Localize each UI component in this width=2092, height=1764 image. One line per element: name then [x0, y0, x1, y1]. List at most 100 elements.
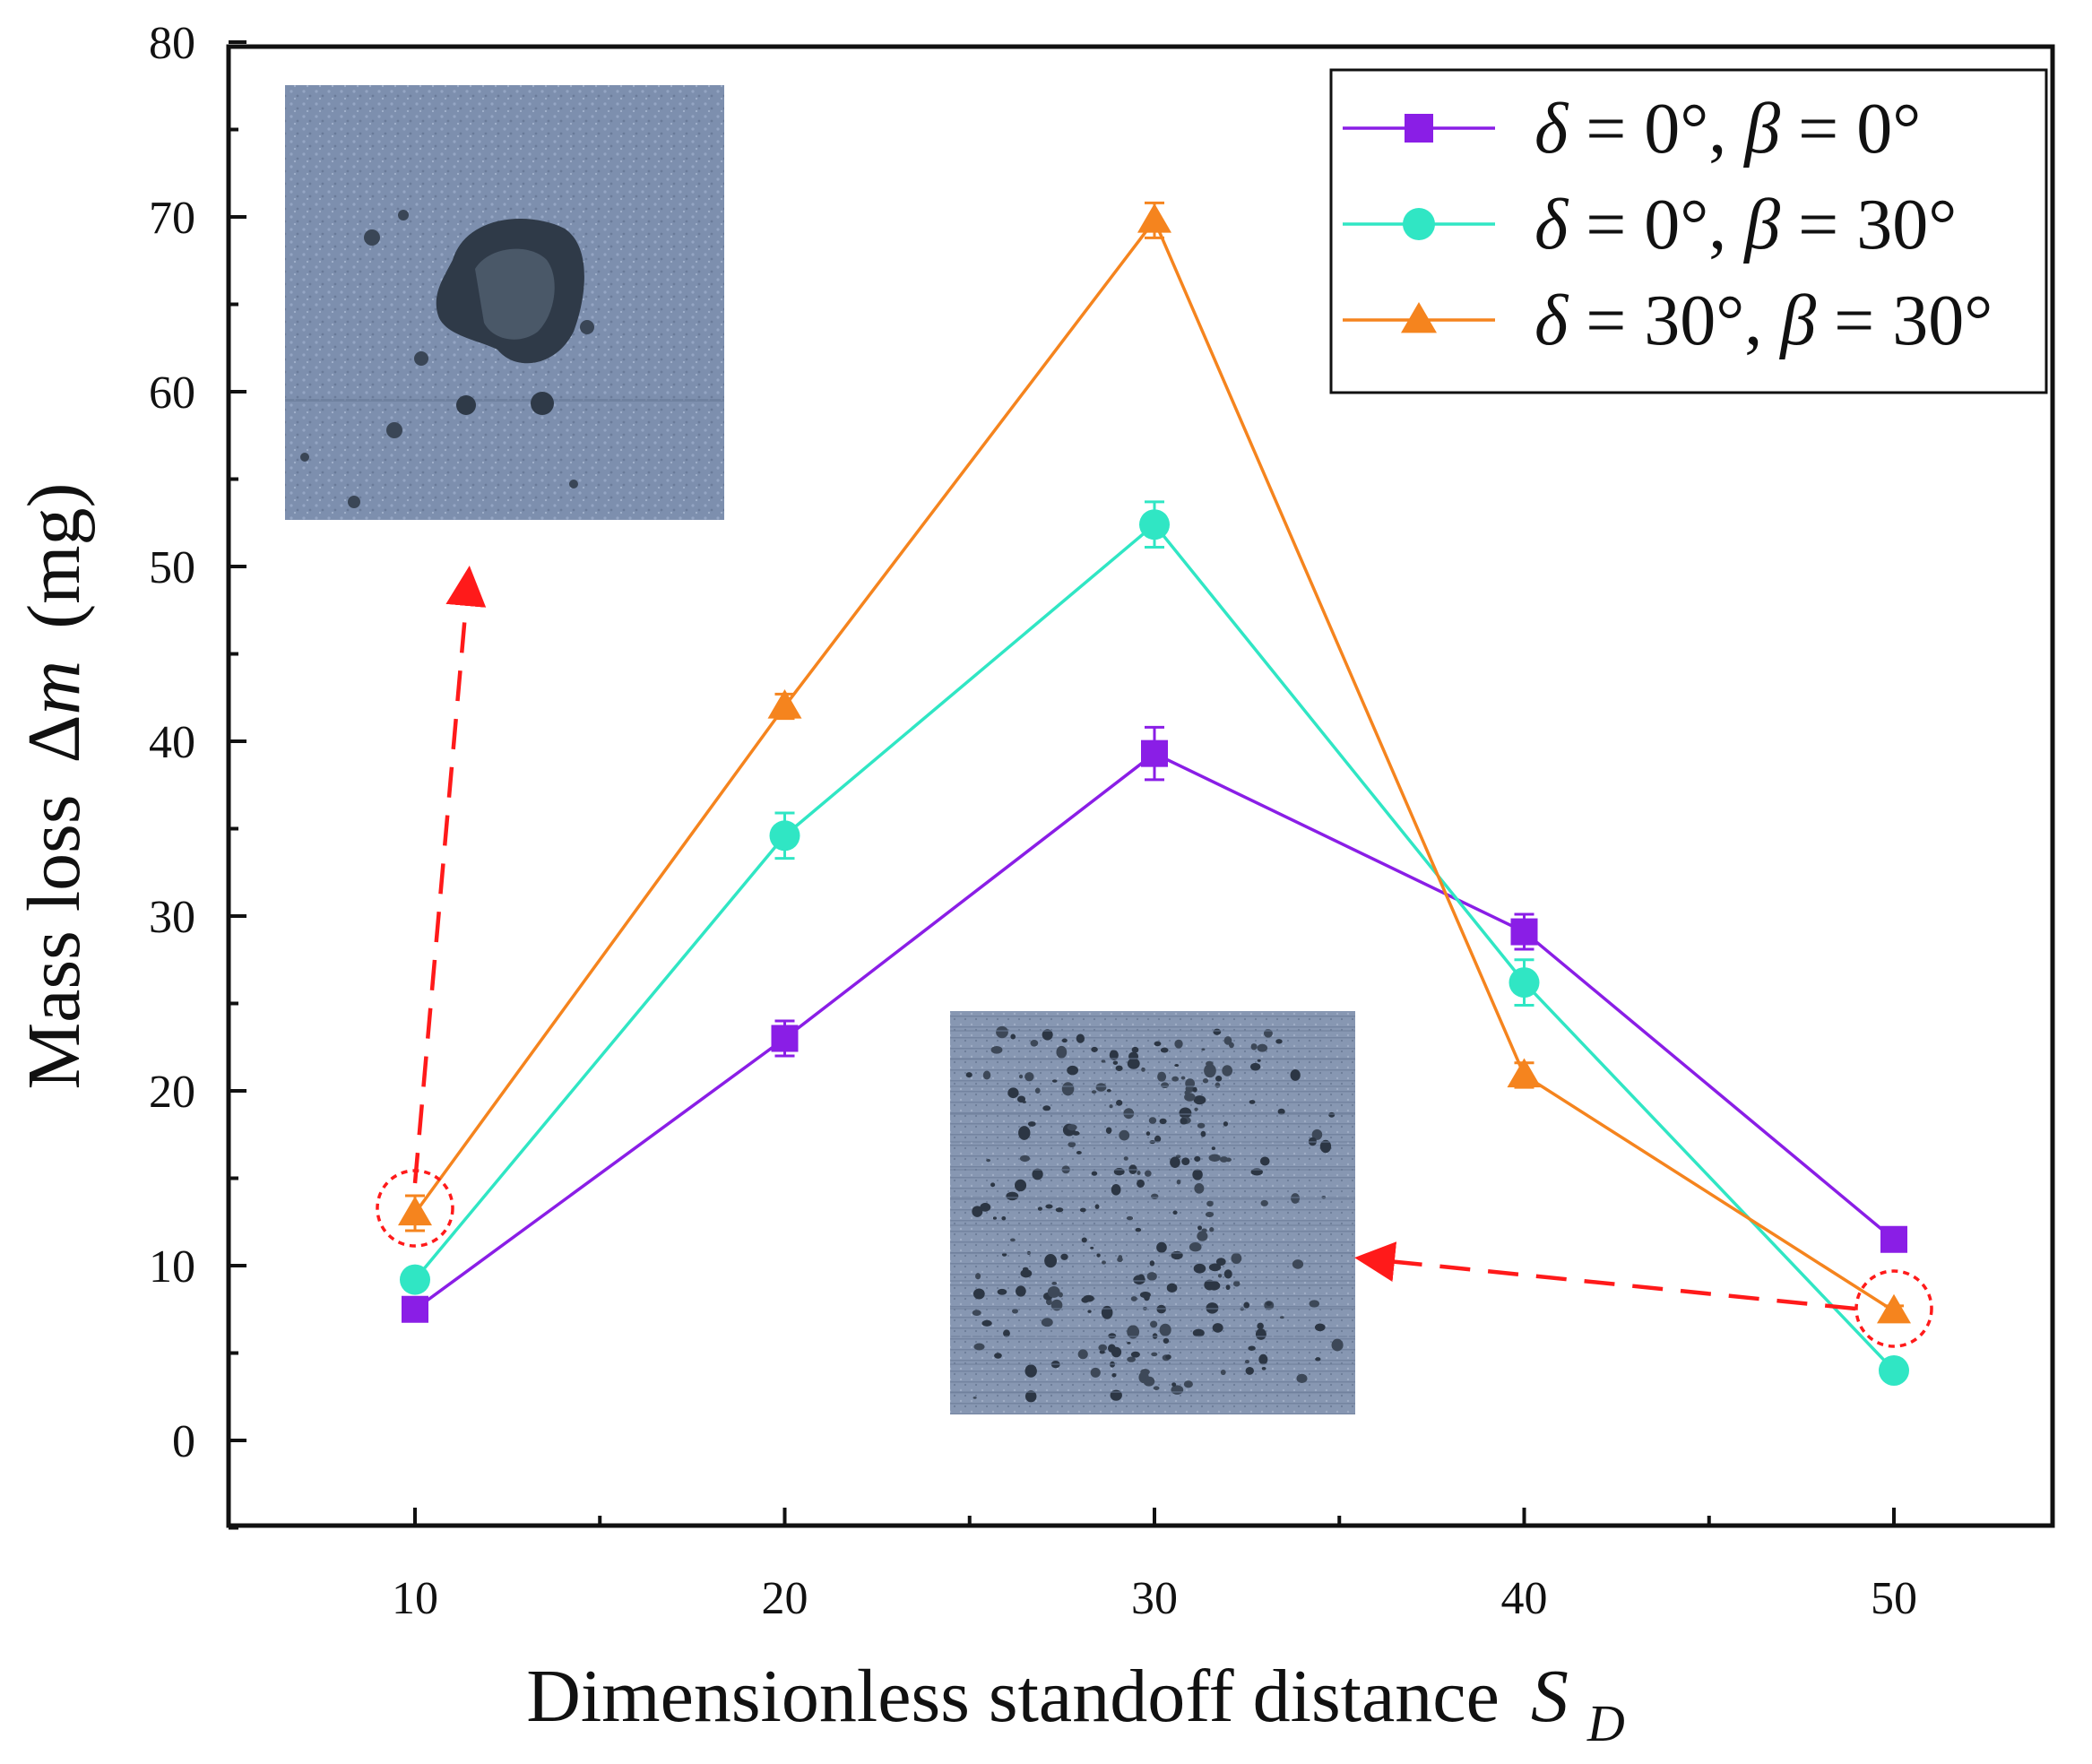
erosion-pit	[1076, 1151, 1082, 1155]
erosion-pit	[1146, 1272, 1157, 1281]
legend-item: δ = 0°, β = 30°	[1343, 186, 1957, 264]
erosion-pit	[992, 1216, 997, 1220]
erosion-pit	[1319, 1139, 1332, 1154]
erosion-pit	[1135, 1227, 1142, 1232]
erosion-pit	[1171, 1250, 1183, 1260]
erosion-pit	[1280, 1316, 1284, 1319]
y-axis: 0 10 20 30 40 50 60 70 80	[149, 18, 246, 1530]
plot-frame	[226, 44, 2055, 1528]
series-3	[398, 201, 1911, 1324]
erosion-pit	[1189, 1241, 1202, 1252]
erosion-pit	[1181, 1157, 1190, 1165]
erosion-pit	[1022, 1101, 1026, 1103]
erosion-pit	[1137, 1170, 1141, 1175]
legend: δ = 0°, β = 0° δ = 0°, β = 30° δ = 30°, β …	[1329, 68, 2048, 394]
erosion-pit	[1010, 1033, 1016, 1040]
erosion-pit	[1091, 1046, 1098, 1052]
erosion-pit	[982, 1070, 991, 1080]
erosion-pit	[973, 1396, 977, 1399]
erosion-pit	[1045, 1204, 1053, 1209]
erosion-pit	[1067, 1065, 1079, 1076]
inset-photo-bottom-center	[950, 1011, 1355, 1414]
series-layer	[398, 201, 1911, 1386]
erosion-pit	[1105, 1127, 1112, 1134]
erosion-pit	[1041, 1318, 1053, 1327]
erosion-pit	[1109, 1050, 1119, 1060]
erosion-pit	[1116, 1100, 1123, 1106]
triangle-marker	[1137, 203, 1171, 233]
y-tick-label: 70	[149, 193, 195, 244]
erosion-pit	[1213, 1028, 1222, 1035]
erosion-pit	[1153, 1386, 1160, 1390]
erosion-pit	[1001, 1215, 1007, 1221]
triangle-marker	[1401, 302, 1437, 333]
circle-marker	[1879, 1355, 1909, 1386]
series-1	[402, 725, 1907, 1323]
erosion-pit	[965, 1072, 973, 1078]
x-tick-label: 50	[1871, 1573, 1917, 1624]
erosion-pit	[1201, 1228, 1207, 1233]
x-tick-label: 40	[1501, 1573, 1548, 1624]
erosion-pit	[1205, 1211, 1215, 1218]
square-marker	[402, 1295, 428, 1323]
erosion-pit	[1126, 1215, 1134, 1221]
erosion-pit	[996, 1025, 1008, 1039]
erosion-pit	[1056, 1045, 1068, 1059]
erosion-pit	[1127, 1325, 1140, 1339]
erosion-pit	[1225, 1284, 1231, 1291]
erosion-pit	[1261, 1366, 1266, 1371]
y-tick-label: 30	[149, 892, 195, 943]
erosion-pit	[973, 1343, 985, 1351]
erosion-pit	[1192, 1086, 1197, 1093]
x-axis-title: Dimensionless standoff distance S D	[526, 1655, 1625, 1752]
erosion-pit	[1115, 1065, 1123, 1071]
y-tick-label: 80	[149, 18, 195, 69]
erosion-pit	[1245, 1367, 1254, 1375]
erosion-pit	[1296, 1373, 1308, 1383]
erosion-pit	[1249, 1100, 1256, 1104]
erosion-pit	[1170, 1156, 1180, 1168]
triangle-marker	[1507, 1058, 1542, 1088]
erosion-pit	[1101, 1305, 1113, 1319]
erosion-pit	[1257, 1059, 1261, 1062]
erosion-pit	[1007, 1087, 1019, 1099]
erosion-pit	[1250, 1043, 1258, 1051]
erosion-pit	[1249, 1062, 1261, 1071]
erosion-pit	[1151, 1352, 1158, 1357]
erosion-pit	[1223, 1269, 1232, 1279]
erosion-pit	[1171, 1076, 1180, 1082]
erosion-pit	[1197, 1225, 1203, 1231]
erosion-pit	[1034, 1087, 1041, 1094]
erosion-pit	[1165, 1354, 1171, 1360]
legend-label: δ = 0°, β = 0°	[1534, 90, 1921, 169]
erosion-pit	[1022, 1267, 1029, 1272]
erosion-pit	[1183, 1380, 1193, 1388]
erosion-pit	[986, 1158, 991, 1163]
erosion-pit	[1197, 1122, 1206, 1128]
triangle-marker	[1877, 1293, 1911, 1324]
erosion-pit	[1243, 1301, 1250, 1309]
erosion-pit	[1206, 1060, 1214, 1067]
erosion-pit	[1151, 1193, 1159, 1199]
erosion-pit	[1077, 1349, 1088, 1360]
erosion-pit	[1096, 1253, 1101, 1258]
erosion-pit	[1156, 1241, 1167, 1253]
erosion-pit	[1231, 1252, 1242, 1264]
legend-item: δ = 30°, β = 30°	[1343, 281, 1993, 360]
circle-marker	[769, 820, 800, 852]
erosion-pit	[1141, 1067, 1145, 1072]
erosion-pit	[1010, 1238, 1016, 1242]
erosion-pit	[1019, 1154, 1031, 1163]
erosion-pit	[1192, 1169, 1203, 1180]
erosion-pit	[1257, 1322, 1264, 1330]
erosion-pit	[1018, 1074, 1024, 1079]
erosion-pit	[980, 1202, 991, 1212]
erosion-pit	[1174, 1039, 1183, 1049]
x-tick-label: 10	[392, 1573, 438, 1624]
erosion-pit	[1098, 1344, 1108, 1352]
erosion-pit	[1161, 1082, 1170, 1089]
erosion-pit	[1133, 1275, 1145, 1285]
erosion-pit	[1051, 1281, 1058, 1285]
erosion-pit	[1030, 1040, 1039, 1047]
erosion-pit	[1314, 1323, 1326, 1332]
